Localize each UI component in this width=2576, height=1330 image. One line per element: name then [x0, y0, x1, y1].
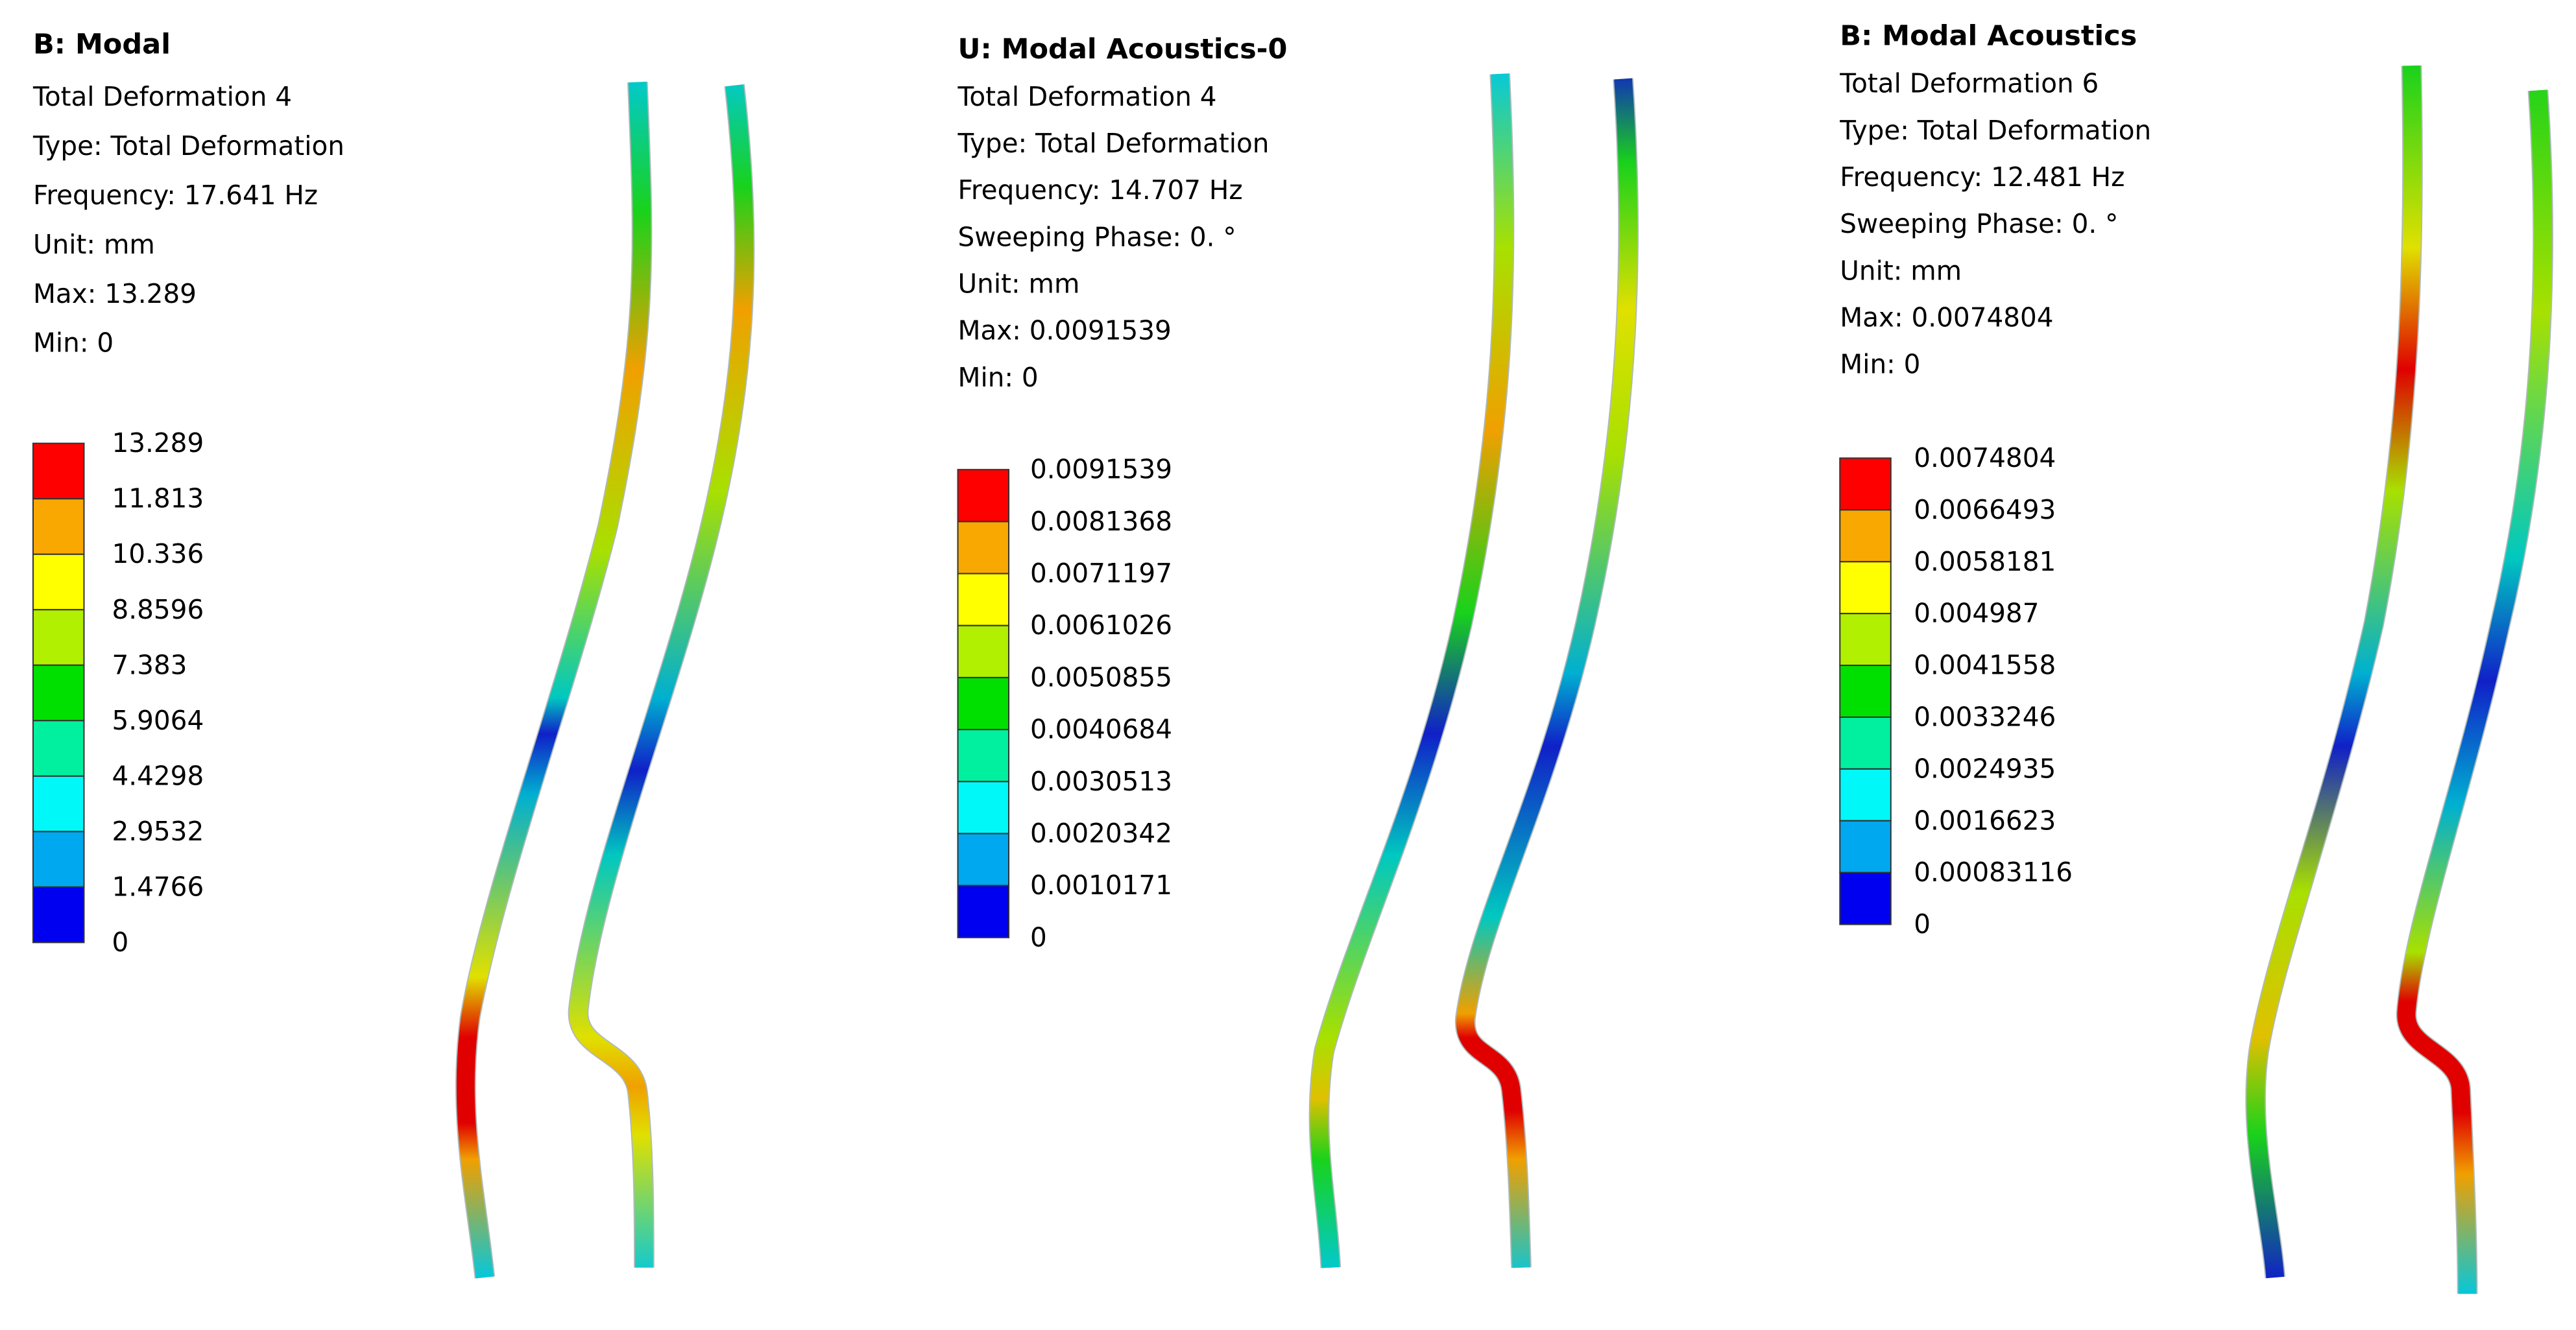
legend-band [32, 553, 85, 611]
pipe [569, 84, 754, 1268]
legend-label: 0.0091539 [1030, 454, 1172, 485]
legend-label: 11.813 [112, 483, 204, 514]
legend-label: 0.00083116 [1914, 857, 2073, 888]
legend-label: 0 [1030, 921, 1047, 953]
legend-label: 0 [1914, 908, 1931, 940]
legend-label: 0.0033246 [1914, 701, 2056, 732]
result-panel: U: Modal Acoustics-0 Total Deformation 4 T… [957, 33, 1288, 953]
info-line: Max: 0.0074804 [1840, 302, 2053, 333]
info-line: Min: 0 [33, 327, 114, 359]
legend-label: 0.0024935 [1914, 753, 2056, 784]
legend-band [1839, 820, 1892, 873]
legend-band [957, 781, 1010, 835]
panel-title: U: Modal Acoustics-0 [958, 33, 1288, 65]
color-legend: 0.0074804 0.0066493 0.0058181 0.004987 0.004… [1839, 442, 2073, 940]
legend-label: 5.9064 [112, 705, 204, 736]
legend-band [957, 521, 1010, 575]
info-line: Min: 0 [1840, 349, 1920, 380]
legend-band [1839, 872, 1892, 925]
info-line: Type: Total Deformation [957, 128, 1270, 159]
legend-label: 0.004987 [1914, 598, 2039, 629]
result-panel: B: Modal Acoustics Total Deformation 6 Typ… [1839, 20, 2151, 940]
info-line: Sweeping Phase: 0. ° [1840, 208, 2118, 239]
info-line: Unit: mm [958, 268, 1080, 300]
info-line: Min: 0 [958, 362, 1039, 393]
legend-band [32, 498, 85, 555]
legend-label: 0.0050855 [1030, 661, 1172, 693]
info-line: Type: Total Deformation [1839, 115, 2151, 146]
legend-label: 0.0074804 [1914, 442, 2056, 473]
legend-label: 0.0041558 [1914, 650, 2056, 681]
pipe [2397, 89, 2553, 1294]
legend-label: 0.0058181 [1914, 546, 2056, 577]
info-line: Total Deformation 4 [957, 81, 1217, 112]
legend-label: 0.0010171 [1030, 870, 1172, 901]
legend-band [1839, 768, 1892, 822]
pipe [1456, 78, 1638, 1268]
legend-band [32, 609, 85, 666]
legend-band [1839, 716, 1892, 770]
legend-label: 0.0061026 [1030, 610, 1172, 641]
legend-label: 13.289 [112, 427, 204, 458]
legend-label: 2.9532 [112, 816, 204, 847]
info-line: Frequency: 17.641 Hz [33, 180, 318, 211]
pipe-models [455, 65, 2553, 1294]
legend-band [1839, 665, 1892, 718]
legend-band [32, 886, 85, 944]
legend-label: 0.0040684 [1030, 714, 1172, 745]
legend-band [32, 831, 85, 888]
legend-label: 0.0016623 [1914, 805, 2056, 836]
panel-title: B: Modal Acoustics [1840, 20, 2137, 53]
pipe [1310, 73, 1513, 1268]
legend-label: 10.336 [112, 538, 204, 569]
legend-label: 7.383 [112, 649, 187, 680]
result-panel: B: Modal Total Deformation 4 Type: Total D… [32, 28, 344, 958]
info-line: Unit: mm [33, 229, 155, 260]
info-line: Unit: mm [1840, 255, 1962, 286]
info-line: Total Deformation 6 [1839, 68, 2099, 99]
legend-band [957, 469, 1010, 523]
legend-band [1839, 457, 1892, 511]
legend-band [32, 664, 85, 722]
legend-band [1839, 613, 1892, 667]
info-line: Max: 0.0091539 [958, 315, 1172, 346]
legend-label: 0 [112, 927, 129, 958]
legend-label: 0.0071197 [1030, 558, 1172, 589]
legend-label: 0.0030513 [1030, 766, 1172, 797]
pipe [2246, 65, 2422, 1279]
info-line: Frequency: 12.481 Hz [1840, 161, 2125, 193]
legend-band [32, 775, 85, 833]
legend-band [957, 624, 1010, 678]
legend-band [957, 676, 1010, 731]
legend-label: 4.4298 [112, 760, 204, 791]
legend-band [1839, 509, 1892, 563]
color-legend: 0.0091539 0.0081368 0.0071197 0.0061026 0.00… [957, 454, 1172, 953]
legend-label: 1.4766 [112, 871, 204, 902]
info-line: Type: Total Deformation [32, 130, 344, 161]
color-legend: 13.289 11.813 10.336 8.8596 7.383 5.9064 4.429… [32, 427, 204, 958]
info-line: Frequency: 14.707 Hz [958, 174, 1243, 206]
legend-band [957, 729, 1010, 783]
legend-band [957, 885, 1010, 938]
legend-band [957, 573, 1010, 626]
legend-label: 8.8596 [112, 594, 204, 625]
legend-band [32, 720, 85, 777]
legend-band [957, 833, 1010, 886]
info-line: Sweeping Phase: 0. ° [958, 221, 1236, 252]
info-line: Max: 13.289 [33, 278, 197, 309]
info-line: Total Deformation 4 [32, 81, 292, 112]
legend-band [32, 442, 85, 500]
legend-band [1839, 561, 1892, 615]
legend-label: 0.0020342 [1030, 818, 1172, 849]
legend-label: 0.0066493 [1914, 494, 2056, 525]
pipe [456, 82, 651, 1279]
panel-title: B: Modal [33, 28, 171, 60]
legend-label: 0.0081368 [1030, 506, 1172, 537]
